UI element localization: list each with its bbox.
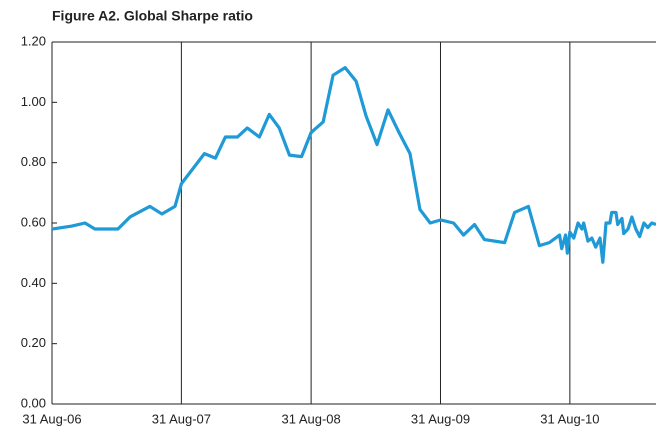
y-tick-label: 0.80 xyxy=(21,154,46,169)
y-tick-label: 0.00 xyxy=(21,395,46,410)
x-tick-label: 31 Aug-10 xyxy=(540,411,599,426)
x-tick-label: 31 Aug-08 xyxy=(281,411,340,426)
y-tick-label: 0.60 xyxy=(21,214,46,229)
x-tick-label: 31 Aug-07 xyxy=(152,411,211,426)
y-tick-label: 1.00 xyxy=(21,94,46,109)
x-tick-label: 31 Aug-06 xyxy=(22,411,81,426)
x-tick-label: 31 Aug-09 xyxy=(411,411,470,426)
chart-title: Figure A2. Global Sharpe ratio xyxy=(52,8,253,24)
y-tick-label: 0.20 xyxy=(21,335,46,350)
y-tick-label: 0.40 xyxy=(21,275,46,290)
y-tick-label: 1.20 xyxy=(21,33,46,48)
line-series xyxy=(51,66,656,264)
